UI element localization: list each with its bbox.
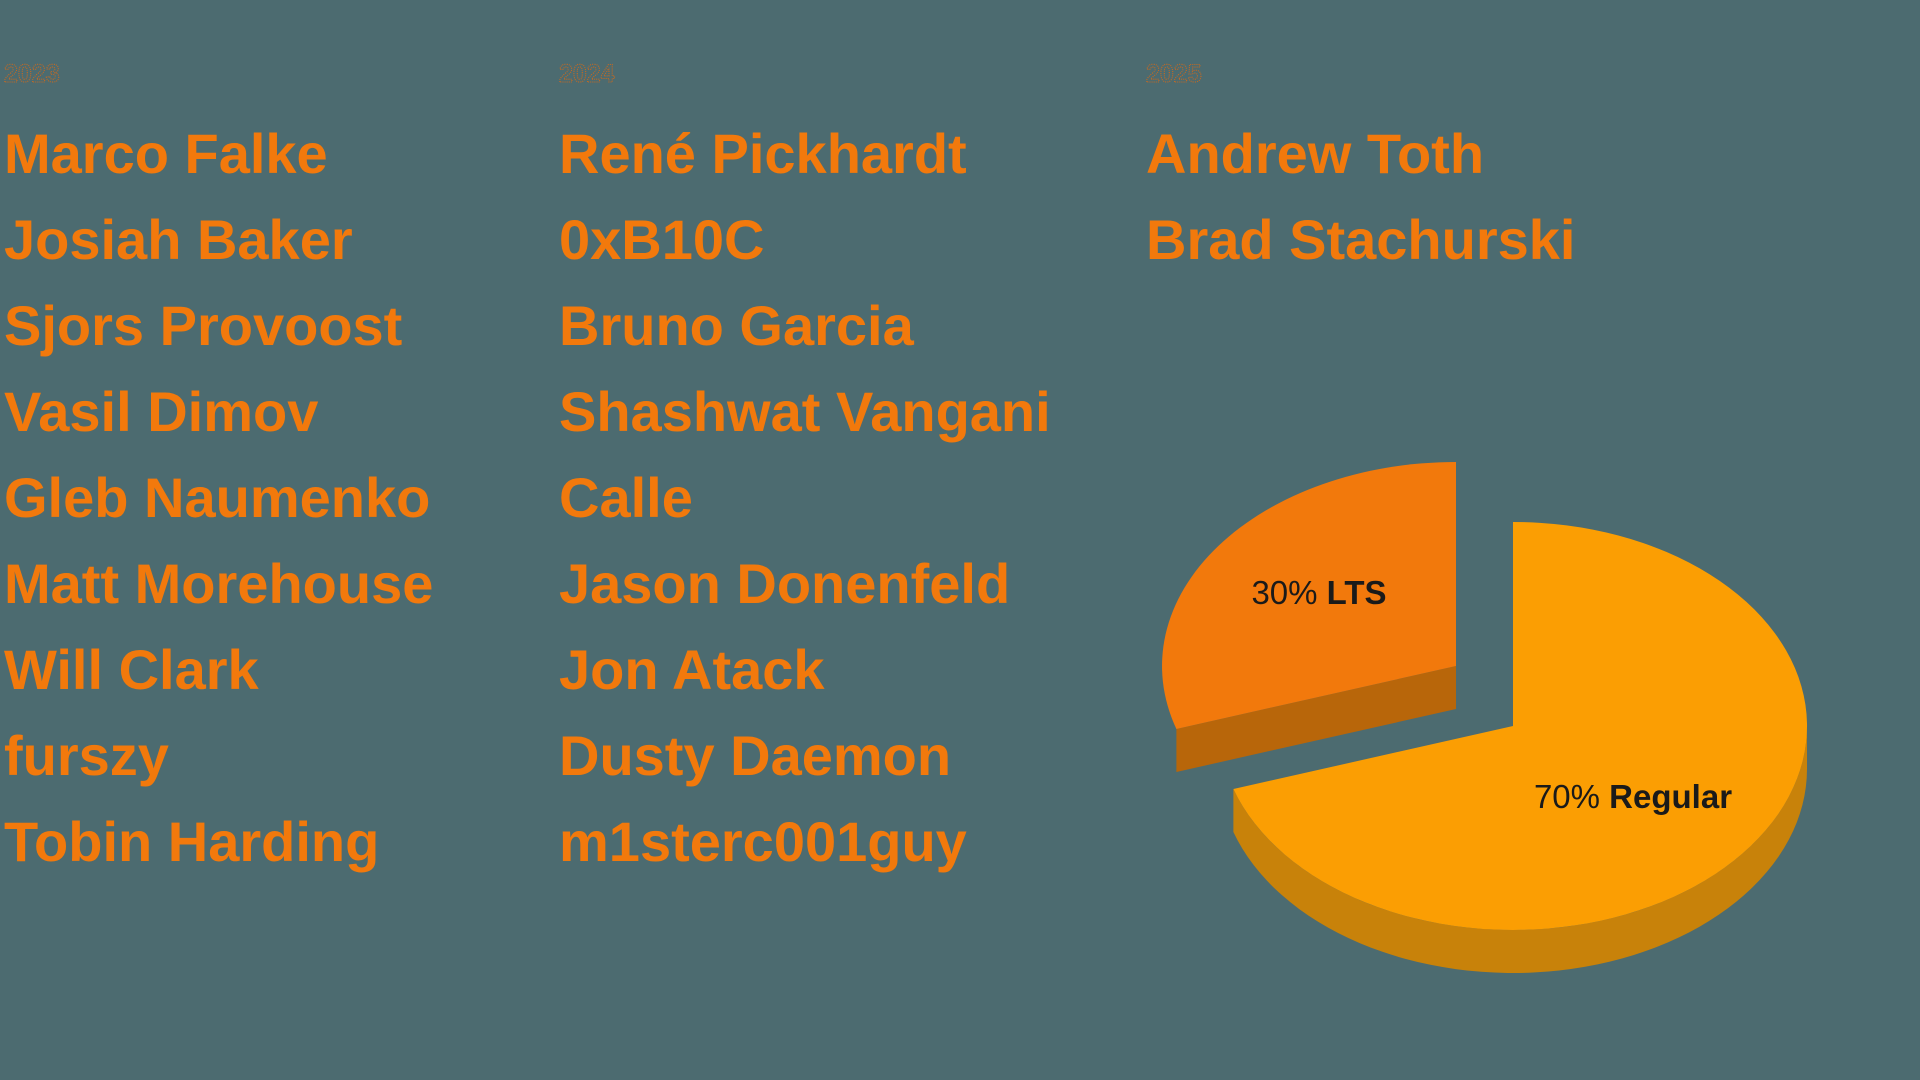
svg-text:2024: 2024 xyxy=(559,60,615,88)
svg-text:30% LTS: 30% LTS xyxy=(1251,574,1386,611)
svg-text:2025: 2025 xyxy=(1146,60,1202,88)
svg-text:2023: 2023 xyxy=(4,60,60,88)
svg-text:70% Regular: 70% Regular xyxy=(1534,778,1732,815)
